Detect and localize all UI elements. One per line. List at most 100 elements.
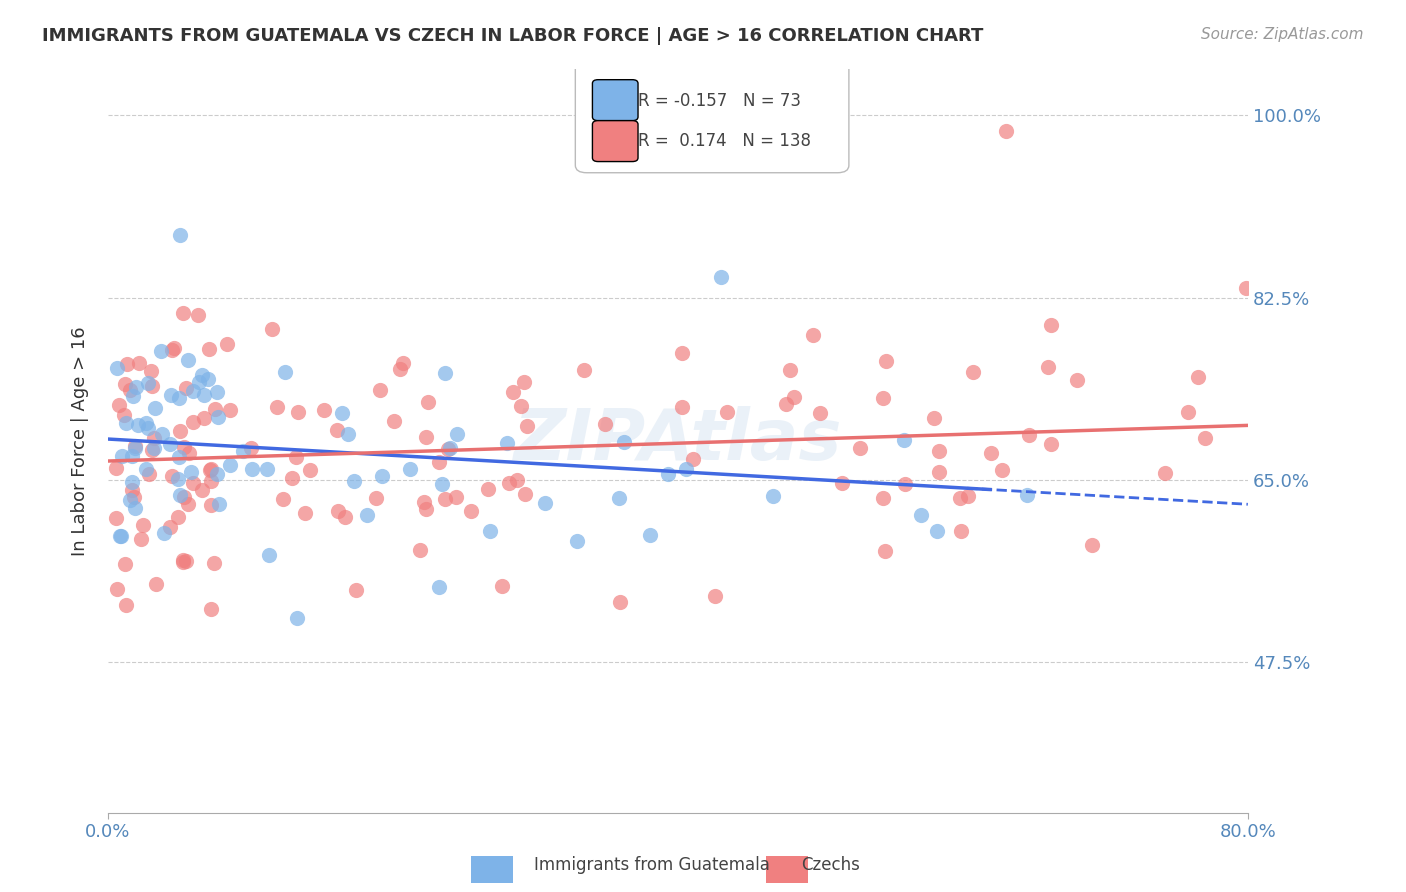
Point	[273, 365, 295, 379]
Point	[1292, 307, 1315, 321]
Point	[716, 405, 738, 419]
Point	[994, 124, 1017, 138]
Point	[638, 528, 661, 542]
Point	[413, 495, 436, 509]
Point	[371, 468, 394, 483]
Point	[240, 462, 263, 476]
Point	[572, 363, 595, 377]
Point	[783, 390, 806, 404]
Point	[143, 431, 166, 445]
Point	[200, 462, 222, 476]
Point	[872, 392, 894, 406]
Point	[1018, 427, 1040, 442]
Point	[513, 487, 536, 501]
Point	[391, 355, 413, 369]
Text: R =  0.174   N = 138: R = 0.174 N = 138	[638, 133, 811, 151]
Point	[281, 471, 304, 485]
Point	[131, 518, 153, 533]
Point	[491, 578, 513, 592]
Point	[502, 385, 524, 400]
Point	[326, 504, 349, 518]
Point	[114, 557, 136, 571]
Point	[150, 344, 173, 359]
Point	[298, 463, 321, 477]
Point	[287, 611, 309, 625]
Point	[506, 473, 529, 487]
Point	[513, 376, 536, 390]
Point	[1398, 437, 1406, 451]
Point	[153, 526, 176, 541]
Point	[335, 510, 357, 524]
Point	[127, 417, 149, 432]
Point	[256, 462, 278, 476]
Point	[671, 400, 693, 414]
Point	[169, 488, 191, 502]
Point	[682, 452, 704, 467]
Point	[174, 381, 197, 395]
Point	[262, 322, 284, 336]
Point	[167, 510, 190, 524]
Point	[980, 446, 1002, 460]
Point	[115, 358, 138, 372]
Point	[193, 410, 215, 425]
Point	[312, 403, 335, 417]
Point	[128, 356, 150, 370]
Point	[125, 380, 148, 394]
Point	[928, 444, 950, 458]
Text: Czechs: Czechs	[801, 856, 860, 874]
Point	[159, 520, 181, 534]
Point	[197, 371, 219, 385]
Point	[595, 417, 617, 431]
Point	[801, 328, 824, 343]
Point	[135, 461, 157, 475]
Point	[188, 375, 211, 389]
Point	[271, 491, 294, 506]
Point	[671, 346, 693, 360]
Point	[1234, 280, 1257, 294]
Point	[477, 482, 499, 496]
Point	[831, 476, 853, 491]
Point	[366, 491, 388, 506]
Point	[112, 408, 135, 422]
Point	[114, 376, 136, 391]
Point	[1261, 381, 1284, 395]
Point	[460, 504, 482, 518]
FancyBboxPatch shape	[592, 79, 638, 120]
Point	[111, 449, 134, 463]
Point	[848, 441, 870, 455]
Point	[444, 491, 467, 505]
Point	[875, 543, 897, 558]
Point	[135, 416, 157, 430]
Point	[922, 411, 945, 425]
Point	[202, 556, 225, 570]
Point	[207, 409, 229, 424]
Point	[143, 401, 166, 415]
Point	[808, 406, 831, 420]
Point	[172, 306, 194, 320]
Point	[193, 388, 215, 402]
Point	[159, 437, 181, 451]
Point	[200, 474, 222, 488]
Point	[1036, 359, 1059, 374]
Point	[446, 426, 468, 441]
Point	[108, 399, 131, 413]
Text: IMMIGRANTS FROM GUATEMALA VS CZECH IN LABOR FORCE | AGE > 16 CORRELATION CHART: IMMIGRANTS FROM GUATEMALA VS CZECH IN LA…	[42, 27, 984, 45]
Point	[409, 542, 432, 557]
Point	[675, 462, 697, 476]
Point	[330, 406, 353, 420]
Point	[141, 442, 163, 457]
Point	[124, 441, 146, 455]
Point	[495, 436, 517, 450]
Point	[956, 489, 979, 503]
Point	[121, 483, 143, 497]
Point	[181, 415, 204, 429]
Point	[198, 342, 221, 356]
Point	[416, 395, 439, 409]
Point	[122, 491, 145, 505]
Point	[145, 577, 167, 591]
Point	[415, 430, 437, 444]
Text: ZIPAtlas: ZIPAtlas	[513, 406, 842, 475]
Point	[1194, 431, 1216, 445]
Point	[962, 365, 984, 379]
Text: Immigrants from Guatemala: Immigrants from Guatemala	[534, 856, 770, 874]
